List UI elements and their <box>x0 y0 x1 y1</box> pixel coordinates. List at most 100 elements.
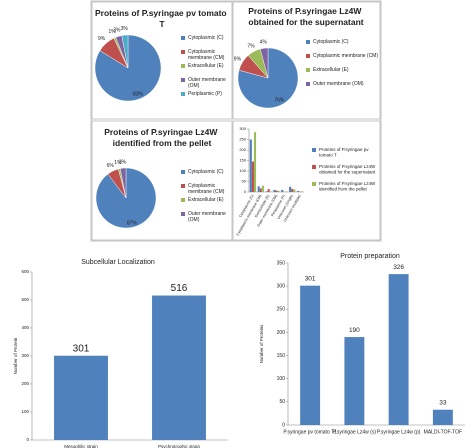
text-line: Proteins of P.syringae Lz4W <box>319 181 376 186</box>
pie-slice <box>119 167 127 199</box>
legend-swatch <box>181 198 185 202</box>
text-line: obtained for the supernatant <box>248 17 363 27</box>
data-label: 301 <box>305 275 316 282</box>
y-tick-label: 300 <box>21 353 29 358</box>
y-tick-label: 200 <box>277 330 286 336</box>
bar <box>259 188 262 192</box>
chart-title: Proteins of P.syringae Lz4W identified f… <box>104 127 220 148</box>
legend-label: Cytoplasmic (C) <box>313 39 349 45</box>
legend-swatch <box>181 64 185 68</box>
bar <box>344 337 365 425</box>
bar <box>300 285 321 425</box>
y-tick-label: 0 <box>244 189 247 194</box>
text-line: Outer membrane (OM) <box>313 81 364 87</box>
bar <box>267 189 270 192</box>
y-tick-label: 0 <box>282 422 285 428</box>
bar <box>54 355 108 440</box>
text-line: Proteins of P.syringae Lz4W <box>319 164 376 169</box>
data-label: 301 <box>73 343 90 354</box>
y-tick-label: 100 <box>21 409 29 414</box>
x-tick-label: P.syringae pv tomato T1 <box>283 429 337 435</box>
data-label: 3% <box>119 159 127 165</box>
data-label: 33 <box>439 399 447 406</box>
text-line: Proteins of P.syringae Lz4W <box>104 127 220 137</box>
bar <box>291 188 294 192</box>
legend-swatch <box>181 212 185 216</box>
text-line: Cytoplasmic (C) <box>188 169 224 175</box>
bar <box>301 191 304 192</box>
legend-label: Cytoplasmic membrane (CM) <box>188 183 225 195</box>
legend-swatch <box>181 92 185 96</box>
x-tick-label: P.syringae Lz4w (p) <box>377 429 421 435</box>
bar <box>257 186 260 192</box>
data-label: 1% <box>109 29 117 35</box>
text-line: Proteins of P.syringae pv tomato <box>95 8 229 18</box>
y-tick-label: 300 <box>239 126 246 131</box>
bar <box>275 190 278 192</box>
legend-swatch <box>306 54 310 58</box>
legend-swatch <box>181 170 185 174</box>
text-line: Cytoplasmic (C) <box>313 39 349 45</box>
text-line: Cytoplasmic membrane (CM) <box>313 53 378 59</box>
data-label: 9% <box>98 36 106 42</box>
y-tick-label: 150 <box>239 158 246 163</box>
x-tick-label: P.syringae Lz4w (s) <box>333 429 377 435</box>
text-line: Proteins of P.syringae Lz4W <box>248 6 364 16</box>
data-label: 516 <box>171 283 188 294</box>
text-line: membrane (CM) <box>188 189 225 195</box>
text-line: Periplasmic (P) <box>188 91 222 97</box>
y-tick-label: 150 <box>277 353 286 359</box>
y-tick-label: 50 <box>279 399 285 405</box>
text-line: obtained for the supernatant <box>319 170 376 175</box>
text-line: Cytoplasmic <box>188 183 217 189</box>
text-line: tomato T <box>319 153 337 158</box>
bar <box>152 295 206 440</box>
data-label: 1% <box>114 160 122 166</box>
legend-swatch <box>181 78 185 82</box>
text-line: membrane (CM) <box>188 55 225 61</box>
text-line: Extracellular (E) <box>188 197 224 203</box>
data-label: 326 <box>393 264 404 271</box>
y-axis-label: Number of Proteins <box>259 324 264 364</box>
y-tick-label: 100 <box>239 168 246 173</box>
legend-label: Cytoplasmic (C) <box>188 35 224 41</box>
chart-frame <box>232 120 381 241</box>
bar <box>249 139 252 192</box>
data-label: 7% <box>247 44 255 50</box>
legend-label: Extracellular (E) <box>313 67 349 73</box>
chart-title: Proteins of P.syringae Lz4W obtained for… <box>248 6 364 27</box>
legend-label: Proteins of P.syringae Lz4W identified f… <box>319 181 376 192</box>
bar <box>253 132 257 192</box>
legend-swatch <box>181 36 185 40</box>
data-label: 76% <box>274 98 285 104</box>
legend-label: Proteins of P.syringae Lz4W obtained for… <box>319 164 376 175</box>
data-label: 3% <box>113 27 121 33</box>
bar <box>261 185 264 192</box>
chart-title: Protein preparation <box>340 253 400 260</box>
data-label: 87% <box>127 220 138 226</box>
text-line: Proteins of P.syringae pv <box>319 147 370 152</box>
legend-label: Outer membrane (OM) <box>188 211 227 223</box>
text-line: Extracellular (E) <box>188 63 224 69</box>
text-line: Outer membrane <box>188 211 227 217</box>
legend-swatch <box>306 82 310 86</box>
data-label: 83% <box>133 91 144 97</box>
bar <box>289 186 292 192</box>
legend-label: Periplasmic (P) <box>188 91 222 97</box>
y-tick-label: 200 <box>21 381 29 386</box>
legend-label: Proteins of P.syringae pv tomato T <box>319 147 370 158</box>
legend-swatch <box>181 184 185 188</box>
text-line: Cytoplasmic (C) <box>188 35 224 41</box>
bar <box>293 189 296 192</box>
legend-swatch <box>312 148 316 152</box>
text-line: (OM) <box>188 217 200 223</box>
data-label: 6% <box>107 163 115 169</box>
legend-label: Extracellular (E) <box>188 197 224 203</box>
x-tick-label: Mesophilic strain <box>64 444 98 448</box>
data-label: 190 <box>349 327 360 334</box>
legend-label: Outer membrane (OM) <box>313 81 364 87</box>
y-tick-label: 350 <box>277 260 286 266</box>
legend-label: Outer membrane (OM) <box>188 77 227 89</box>
